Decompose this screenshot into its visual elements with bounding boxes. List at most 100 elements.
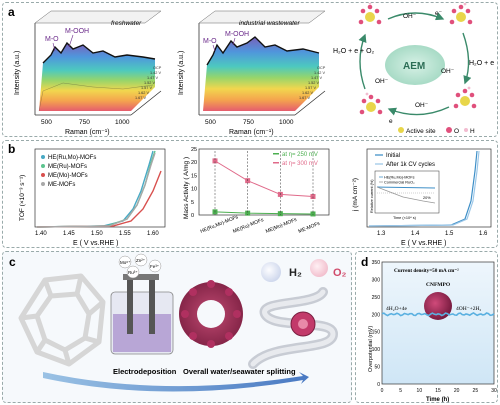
mass-category-label: ME-MOFs — [298, 221, 322, 235]
tof-xtick-2: 1.50 — [91, 231, 103, 237]
lsv-xtick-0: 1.3 — [377, 231, 386, 237]
stability-xtick: 10 — [417, 388, 423, 394]
panel-b-figure: b TOF (×10⁻³ s⁻¹) HE(Ru,Mo)-MOFs ME(Ru)-… — [8, 142, 492, 247]
lsv-inset: Relative current (%) HE(Ru,Mo)-MOFs Comm… — [370, 170, 440, 220]
peak-mo-1: M-O — [45, 36, 59, 43]
panel-d-figure: d Overpotential (mV) Current density=50 … — [361, 255, 497, 402]
mass-series-line — [214, 211, 314, 215]
legend-h-label: H — [470, 128, 475, 135]
v-label-1-1: 1.42 V — [150, 71, 161, 75]
tof-legend-0: HE(Ru,Mo)-MOFs — [48, 155, 96, 161]
mass-point — [212, 158, 218, 164]
eq-right: H₂O + e — [469, 60, 494, 67]
mass-ytick: 20 — [191, 160, 197, 166]
stability-ytick: 150 — [372, 330, 381, 336]
tof-plot: TOF (×10⁻³ s⁻¹) HE(Ru,Mo)-MOFs ME(Ru)-MO… — [19, 148, 166, 247]
tof-xtick-3: 1.55 — [119, 231, 131, 237]
eq-left: H₂O + e + O₂ — [333, 48, 375, 55]
oh-label-top: OH⁻ — [403, 13, 417, 20]
aem-mechanism-diagram: AEM — [333, 3, 494, 135]
v-label-1-0: OCP — [153, 66, 162, 70]
tof-curve-me — [36, 152, 156, 228]
reaction-right: 4OH⁻+2H₂ — [456, 306, 481, 312]
lsv-ylabel: j (mA cm⁻²) — [352, 178, 359, 212]
mass-ytick: 10 — [191, 187, 197, 193]
tof-xlabel: E ( V vs.RHE ) — [73, 240, 119, 247]
raman-ylabel-2: Intensity (a.u.) — [178, 51, 185, 95]
mass-legend-0: at η= 250 mV — [282, 152, 318, 158]
tof-legend-3: ME-MOFs — [48, 182, 75, 188]
panel-c-figure: c Mo⁶⁺ Zn²⁺ Ru³⁺ Fe³⁺ — [9, 253, 347, 392]
catalyst-label: CNFMPO — [426, 282, 451, 288]
stability-ytick: 50 — [374, 365, 380, 371]
stability-xtick: 30 — [491, 388, 497, 394]
v-label-2-6: 1.67 V — [299, 96, 310, 100]
stability-xtick: 0 — [381, 388, 384, 394]
mass-ytick: 15 — [191, 173, 197, 179]
aem-center — [385, 45, 445, 85]
lsv-xtick-2: 1.5 — [445, 231, 454, 237]
tof-xtick-0: 1.40 — [35, 231, 47, 237]
legend-h-dot — [464, 128, 468, 132]
raman-ylabel-1: Intensity (a.u.) — [14, 51, 21, 95]
plot2-title: industrial wastewater — [239, 20, 301, 27]
panel-d: d Overpotential (mV) Current density=50 … — [355, 251, 498, 403]
inset-legend-1: Commercial RuO₂ — [384, 181, 415, 185]
panel-d-letter: d — [361, 255, 368, 269]
mof-particle — [179, 280, 243, 348]
legend-o-label: O — [454, 128, 459, 135]
raman-xtick-1b: 750 — [79, 119, 90, 126]
reaction-left: 4H₂O+4e — [386, 306, 407, 312]
cluster-bottom-left — [359, 92, 383, 115]
raman-xlabel-1: Raman (cm⁻¹) — [65, 129, 110, 136]
mass-ytick: 25 — [191, 147, 197, 153]
stability-ytick: 300 — [372, 277, 381, 283]
lsv-xlabel: E ( V vs.RHE ) — [401, 240, 447, 247]
step2-label: Overall water/seawater splitting — [183, 367, 296, 376]
step1-label: Electrodeposition — [113, 367, 177, 376]
mass-point — [245, 210, 251, 216]
mass-point — [310, 211, 316, 217]
e-label-bottom: e — [389, 118, 393, 125]
v-label-1-4: 1.57 V — [141, 86, 152, 90]
v-label-2-1: 1.42 V — [314, 71, 325, 75]
h2-label: H₂ — [289, 267, 302, 279]
mass-ylabel: Mass Activity ( A/mg ) — [183, 157, 190, 219]
stability-title: Current density=50 mA cm⁻² — [394, 268, 459, 274]
lsv-xtick-1: 1.4 — [411, 231, 420, 237]
stability-curve — [381, 311, 495, 317]
e-label-top: e⁻ — [435, 10, 443, 17]
stability-ytick: 100 — [372, 347, 381, 353]
inset-note: 20% — [423, 196, 431, 200]
v-label-2-3: 1.52 V — [308, 81, 319, 85]
stability-ytick: 200 — [372, 312, 381, 318]
inset-xlabel: Time (×10⁴ s) — [393, 216, 417, 220]
peak-mo-2: M-O — [203, 38, 217, 45]
lsv-plot: j (mA cm⁻²) Initial After 1k CV cycles R… — [352, 148, 492, 247]
cluster-top-right — [449, 3, 473, 25]
v-label-1-6: 1.67 V — [135, 96, 146, 100]
mof-cage-icon — [18, 273, 106, 367]
v-label-1-3: 1.52 V — [144, 81, 155, 85]
lsv-legend-0: Initial — [386, 153, 400, 159]
stability-plot-area — [381, 261, 495, 385]
panel-b-letter: b — [8, 142, 15, 156]
stability-xtick: 5 — [399, 388, 402, 394]
tof-curve-me-mo — [36, 170, 162, 228]
oh-label-right: OH⁻ — [441, 68, 455, 75]
electrode-spiral — [248, 287, 339, 369]
v-label-1-2: 1.47 V — [147, 76, 158, 80]
cluster-bottom-right — [453, 86, 477, 109]
lsv-curve-after — [368, 150, 480, 227]
panel-a-letter: a — [8, 5, 15, 19]
ion-0: Mo⁶⁺ — [120, 260, 131, 265]
o2-label: O₂ — [333, 267, 347, 279]
v-label-2-4: 1.57 V — [305, 86, 316, 90]
tof-ylabel: TOF (×10⁻³ s⁻¹) — [19, 175, 26, 221]
stability-xtick: 15 — [435, 388, 441, 394]
v-label-1-5: 1.62 V — [138, 91, 149, 95]
tof-legend-1: ME(Ru)-MOFs — [48, 164, 87, 170]
stability-ylabel: Overpotential (mV) — [368, 326, 374, 372]
ion-2: Ru³⁺ — [128, 270, 138, 275]
